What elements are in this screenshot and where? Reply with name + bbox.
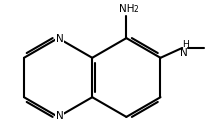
Text: N: N: [56, 111, 64, 121]
Text: N: N: [180, 48, 188, 58]
Text: N: N: [56, 34, 64, 44]
Text: NH: NH: [119, 4, 134, 14]
Text: H: H: [182, 39, 189, 49]
Text: 2: 2: [133, 5, 138, 14]
